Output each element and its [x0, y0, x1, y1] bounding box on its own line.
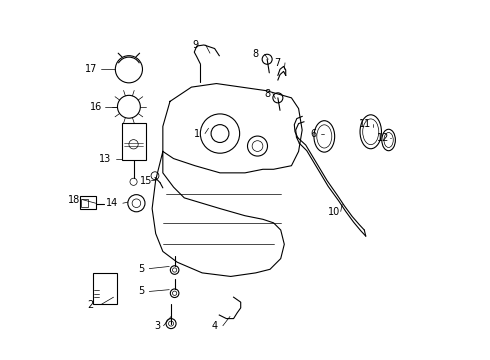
Text: 14: 14 [106, 198, 118, 208]
Text: 18: 18 [68, 195, 80, 204]
Text: 12: 12 [377, 133, 390, 143]
Text: 8: 8 [264, 89, 270, 99]
Bar [81, 199, 88, 207]
Text: 9: 9 [193, 40, 199, 50]
Text: 1: 1 [194, 129, 200, 139]
Text: 10: 10 [327, 207, 340, 217]
Text: 17: 17 [84, 64, 97, 73]
Text: 2: 2 [88, 300, 94, 310]
Text: 16: 16 [90, 102, 102, 112]
Text: 5: 5 [138, 264, 145, 274]
Text: 4: 4 [212, 321, 218, 332]
Text: 8: 8 [253, 49, 259, 59]
Text: 5: 5 [138, 287, 145, 296]
Bar [93, 273, 117, 304]
Text: 3: 3 [154, 321, 161, 331]
Bar [80, 196, 96, 209]
Text: 11: 11 [359, 118, 371, 129]
Text: 13: 13 [99, 154, 111, 164]
Bar [122, 123, 146, 160]
Text: 6: 6 [311, 129, 317, 139]
Text: 7: 7 [274, 58, 280, 68]
Text: 15: 15 [140, 176, 152, 186]
